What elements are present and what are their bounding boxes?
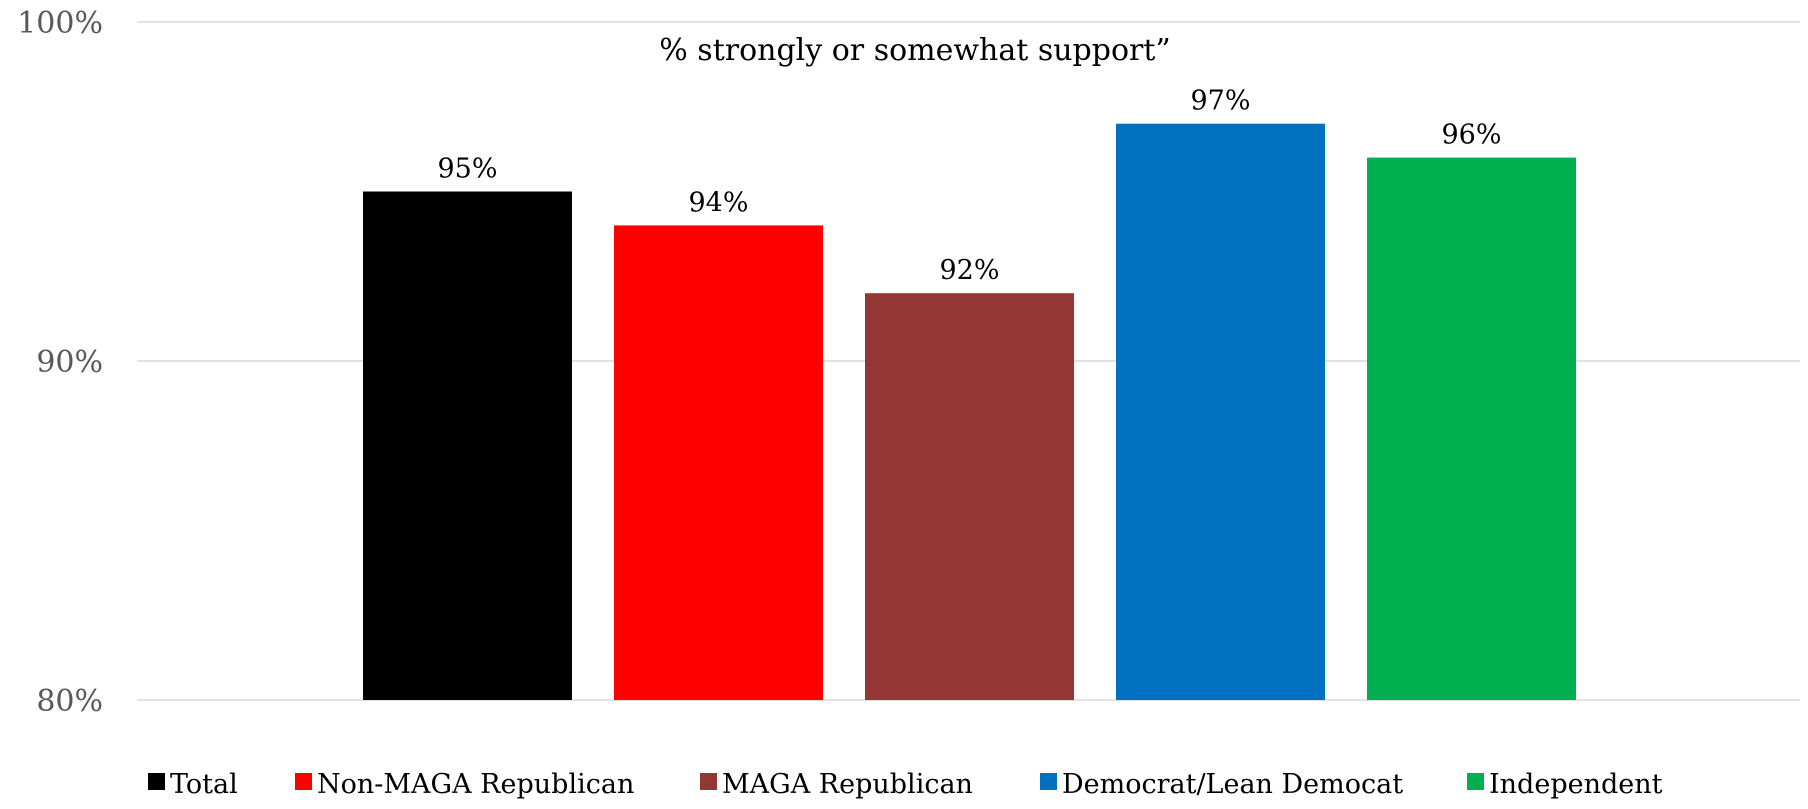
bar-independent (1367, 157, 1576, 701)
data-label: 96% (1441, 120, 1501, 151)
bar-maga-republican (865, 293, 1074, 700)
legend-swatch (148, 773, 165, 790)
y-tick-label: 100% (17, 6, 103, 41)
legend-label: MAGA Republican (722, 769, 973, 800)
bars (363, 123, 1576, 701)
bar-democrat-lean-democat (1116, 123, 1325, 700)
data-label: 95% (437, 154, 497, 185)
bar-non-maga-republican (614, 225, 823, 700)
data-label: 94% (688, 187, 748, 218)
legend-label: Independent (1489, 769, 1663, 800)
legend-label: Non-MAGA Republican (317, 769, 634, 800)
bar-total (363, 191, 572, 700)
legend-label: Democrat/Lean Democat (1062, 769, 1403, 800)
y-tick-label: 90% (36, 345, 103, 380)
data-label: 92% (939, 255, 999, 286)
data-label: 97% (1190, 86, 1250, 117)
legend-swatch (1040, 773, 1057, 790)
legend-label: Total (170, 769, 238, 800)
chart-title: % strongly or somewhat support” (659, 33, 1171, 68)
legend-swatch (700, 773, 717, 790)
legend-swatch (295, 773, 312, 790)
data-labels: 95% 94% 92% 97% 96% (437, 86, 1501, 287)
y-axis-tick-labels: 80% 90% 100% (17, 6, 103, 719)
y-tick-label: 80% (36, 684, 103, 719)
legend-swatch (1467, 773, 1484, 790)
legend: Total Non-MAGA Republican MAGA Republican D… (148, 769, 1663, 800)
